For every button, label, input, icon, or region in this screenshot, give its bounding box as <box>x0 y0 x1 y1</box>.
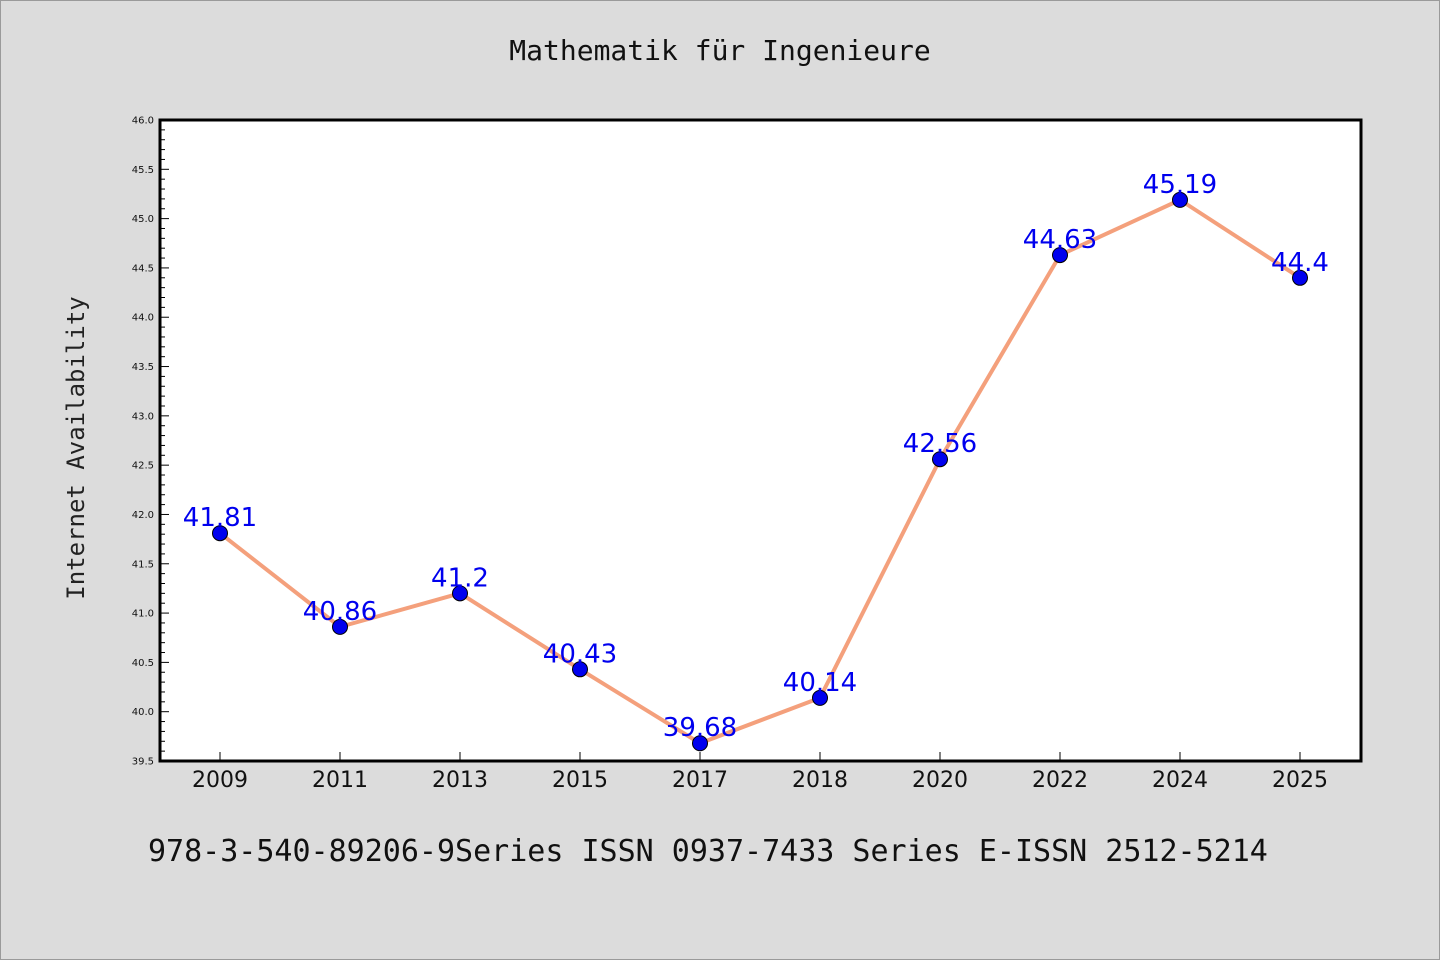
plot-border <box>158 118 1363 763</box>
x-tick-label: 2009 <box>192 768 248 793</box>
y-tick-label: 42.5 <box>132 461 154 472</box>
series-markers <box>212 191 1308 752</box>
data-label: 44.4 <box>1271 248 1329 278</box>
x-tick-label: 2020 <box>912 768 968 793</box>
y-tick-label: 42.0 <box>132 510 154 521</box>
y-tick-label: 40.0 <box>132 707 154 718</box>
x-tick-label: 2025 <box>1272 768 1328 793</box>
x-tick-label: 2017 <box>672 768 728 793</box>
data-label: 41.2 <box>431 563 489 593</box>
x-tick-label: 2024 <box>1152 768 1208 793</box>
data-point <box>572 661 588 678</box>
data-label: 44.63 <box>1023 225 1097 255</box>
data-point <box>932 451 948 468</box>
data-point <box>812 689 828 706</box>
y-axis-ticks: 39.5 40.0 40.5 41.0 41.5 42.0 42.5 43.0 43.5 44.0… <box>132 116 169 768</box>
series-line <box>218 197 1302 746</box>
x-tick-label: 2011 <box>312 768 368 793</box>
y-tick-label: 41.0 <box>132 609 154 620</box>
x-axis-ticks: 2009 2011 2013 2015 2017 2018 2020 2022 2024 2025 <box>192 752 1328 793</box>
data-point <box>1052 247 1068 264</box>
y-tick-label: 39.5 <box>132 757 154 768</box>
data-point <box>212 525 228 542</box>
y-tick-label: 43.0 <box>132 411 154 422</box>
data-point <box>332 618 348 635</box>
footer-note: 978-3-540-89206-9Series ISSN 0937-7433 S… <box>148 834 1268 869</box>
y-tick-label: 44.5 <box>132 263 154 274</box>
data-label: 42.56 <box>903 429 977 459</box>
x-tick-label: 2018 <box>792 768 848 793</box>
y-tick-label: 41.5 <box>132 559 154 570</box>
y-tick-label: 46.0 <box>132 116 154 127</box>
y-tick-label: 44.0 <box>132 313 154 324</box>
y-tick-label: 45.0 <box>132 214 154 225</box>
data-point <box>452 585 468 602</box>
series-data-labels: 41.81 40.86 41.2 40.43 39.68 40.14 42.56 44.63 4… <box>183 170 1329 743</box>
data-point <box>1292 269 1308 286</box>
data-label: 40.14 <box>783 668 857 698</box>
data-point <box>692 735 708 752</box>
x-tick-label: 2022 <box>1032 768 1088 793</box>
data-label: 45.19 <box>1143 170 1217 200</box>
y-tick-label: 40.5 <box>132 658 154 669</box>
data-label: 40.86 <box>303 597 377 627</box>
plot-area <box>160 120 1361 761</box>
data-label: 40.43 <box>543 639 617 669</box>
data-label: 41.81 <box>183 503 257 533</box>
y-tick-label: 43.5 <box>132 362 154 373</box>
y-tick-label: 45.5 <box>132 165 154 176</box>
x-tick-label: 2013 <box>432 768 488 793</box>
chart-title: Mathematik für Ingenieure <box>509 34 931 67</box>
data-label: 39.68 <box>663 713 737 743</box>
x-tick-label: 2015 <box>552 768 608 793</box>
data-point <box>1172 191 1188 208</box>
